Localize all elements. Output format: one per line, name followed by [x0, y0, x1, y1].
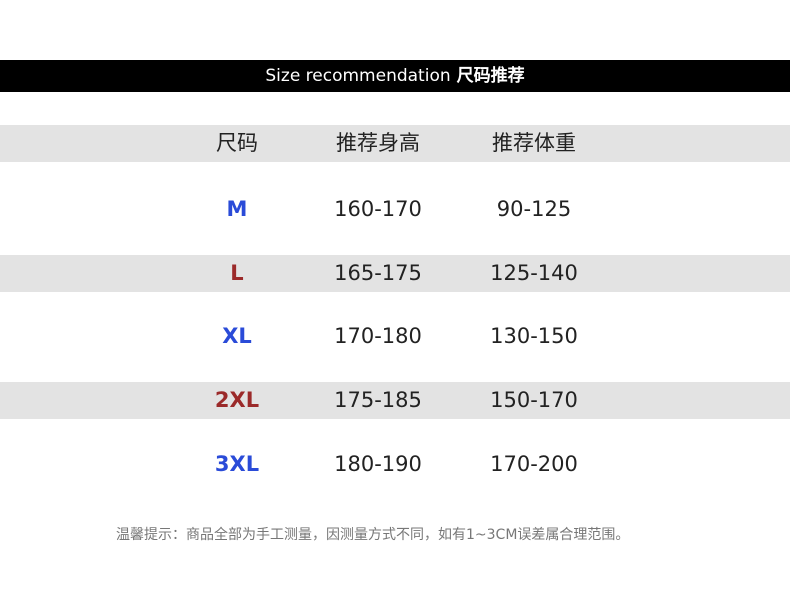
weight-cell: 150-170: [490, 388, 578, 412]
height-cell: 165-175: [334, 261, 422, 285]
size-cell: 2XL: [214, 388, 260, 412]
header-weight: 推荐体重: [492, 131, 576, 155]
weight-cell: 90-125: [496, 197, 572, 221]
table-row: 3XL 180-190 170-200: [0, 446, 790, 483]
weight-cell: 170-200: [490, 452, 578, 476]
height-cell: 170-180: [334, 324, 422, 348]
header-size: 尺码: [216, 131, 258, 155]
weight-cell: 130-150: [490, 324, 578, 348]
size-cell: M: [226, 197, 248, 221]
size-cell: L: [230, 261, 244, 285]
table-row: 2XL 175-185 150-170: [0, 382, 790, 419]
height-cell: 175-185: [334, 388, 422, 412]
table-header: 尺码 推荐身高 推荐体重: [0, 125, 790, 162]
height-cell: 180-190: [334, 452, 422, 476]
size-cell: 3XL: [214, 452, 260, 476]
title-en: Size recommendation: [265, 66, 451, 86]
size-cell: XL: [222, 324, 252, 348]
table-row: L 165-175 125-140: [0, 255, 790, 292]
height-cell: 160-170: [334, 197, 422, 221]
measurement-note: 温馨提示：商品全部为手工测量，因测量方式不同，如有1~3CM误差属合理范围。: [116, 527, 630, 543]
weight-cell: 125-140: [490, 261, 578, 285]
header-height: 推荐身高: [336, 131, 420, 155]
title-banner: Size recommendation 尺码推荐: [0, 60, 790, 92]
table-row: M 160-170 90-125: [0, 191, 790, 228]
title-cn: 尺码推荐: [456, 66, 525, 86]
table-row: XL 170-180 130-150: [0, 318, 790, 355]
